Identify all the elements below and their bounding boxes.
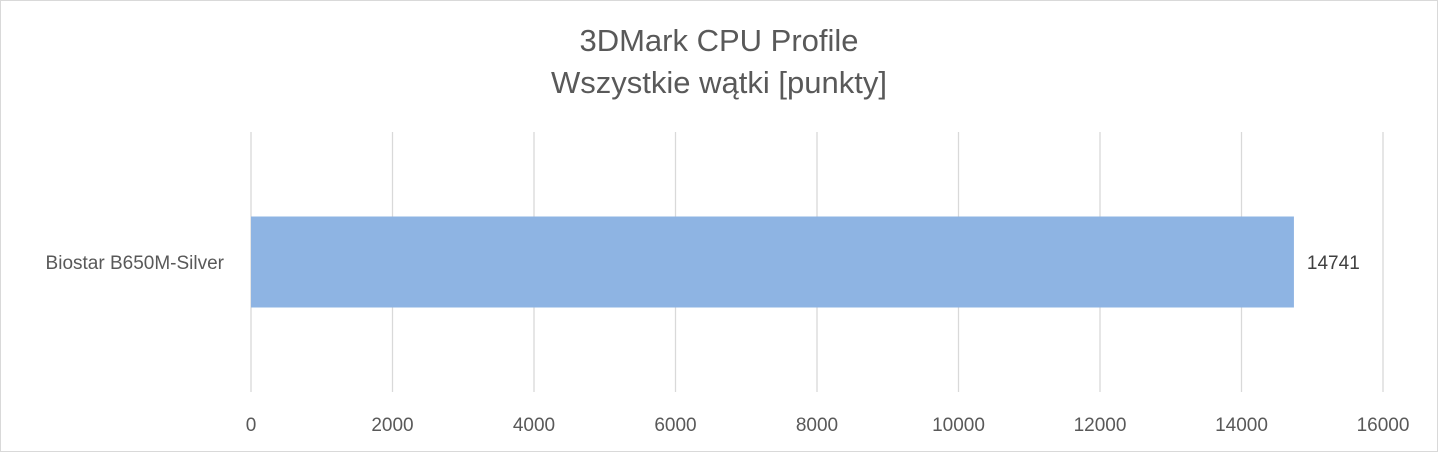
bar <box>251 216 1294 308</box>
x-tick-label: 12000 <box>1074 415 1127 436</box>
data-label: 14741 <box>1307 253 1360 274</box>
x-tick-label: 16000 <box>1357 415 1410 436</box>
x-axis-tick-labels: 0 2000 4000 6000 8000 10000 12000 14000 16000 <box>246 415 1410 436</box>
x-tick-label: 10000 <box>932 415 985 436</box>
x-tick-label: 14000 <box>1215 415 1268 436</box>
x-tick-label: 8000 <box>796 415 838 436</box>
x-tick-label: 2000 <box>371 415 413 436</box>
chart-title-block: 3DMark CPU Profile Wszystkie wątki [punk… <box>0 20 1438 104</box>
chart-title: 3DMark CPU Profile <box>579 23 859 58</box>
x-tick-label: 0 <box>246 415 257 436</box>
category-label: Biostar B650M-Silver <box>46 253 225 274</box>
chart-subtitle: Wszystkie wątki [punkty] <box>551 65 887 100</box>
bars <box>251 216 1294 308</box>
x-tick-label: 4000 <box>513 415 555 436</box>
y-axis-category-labels: Biostar B650M-Silver <box>46 253 225 274</box>
data-labels: 14741 <box>1307 253 1360 274</box>
x-tick-label: 6000 <box>654 415 696 436</box>
